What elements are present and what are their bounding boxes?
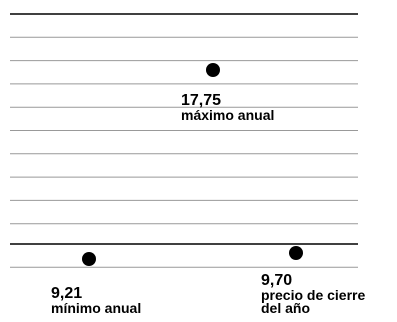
point-min	[82, 252, 96, 266]
point-close	[289, 246, 303, 260]
value-label-close: 9,70	[261, 272, 292, 289]
caption-label-max-0: máximo anual	[181, 107, 274, 123]
data-points	[82, 63, 303, 266]
caption-label-min-0: mínimo anual	[51, 300, 141, 316]
caption-label-close-1: del año	[261, 300, 310, 316]
value-label-min: 9,21	[51, 285, 82, 302]
grid-lines	[10, 13, 358, 268]
caption-label-close-0: precio de cierre	[261, 287, 365, 303]
point-max	[206, 63, 220, 77]
value-label-max: 17,75	[181, 92, 221, 109]
